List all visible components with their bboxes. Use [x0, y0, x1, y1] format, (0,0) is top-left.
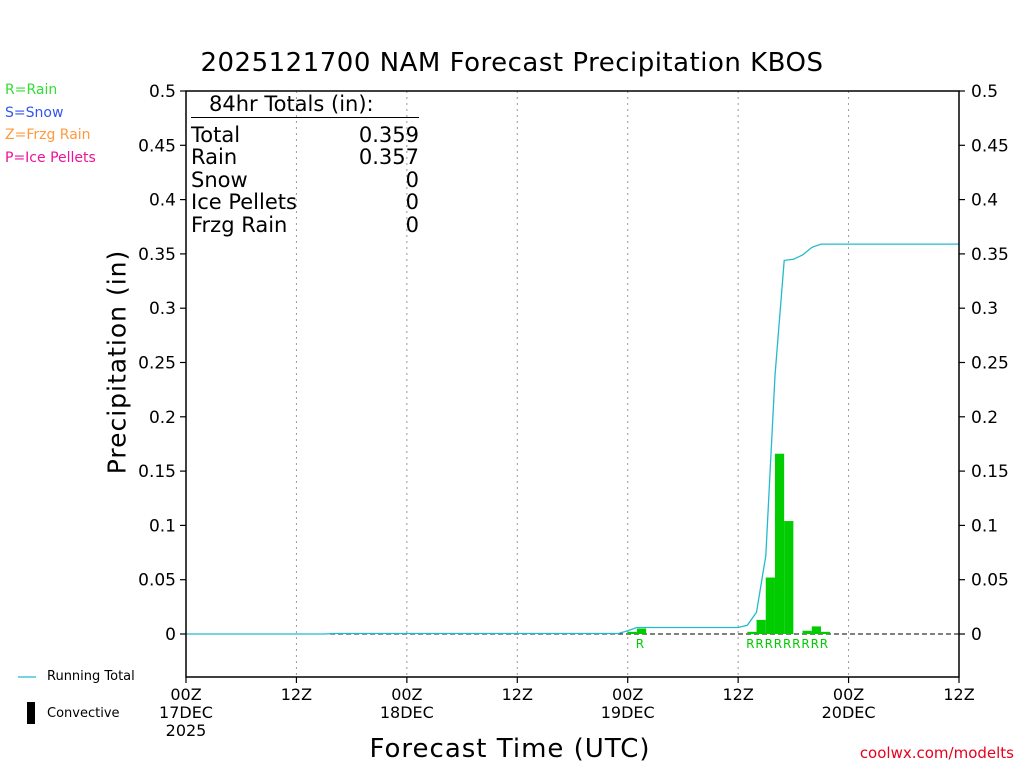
- bottom-legend-swatches: [18, 676, 36, 724]
- totals-row: Frzg Rain 0: [191, 214, 419, 237]
- y-tick-label-right: 0: [971, 625, 982, 645]
- totals-row-value: 0: [405, 212, 419, 237]
- y-tick-label-left: 0.4: [149, 191, 176, 211]
- y-tick-label-right: 0.1: [971, 516, 998, 536]
- y-tick-label-left: 0.35: [138, 245, 176, 265]
- x-tick-label: 17DEC: [159, 703, 213, 722]
- precip-bar: [811, 626, 821, 634]
- chart-title: 2025121700 NAM Forecast Precipitation KB…: [200, 48, 824, 78]
- y-tick-label-right: 0.3: [971, 299, 998, 319]
- y-tick-label-left: 0.3: [149, 299, 176, 319]
- totals-row-label: Snow: [191, 167, 248, 192]
- y-tick-label-left: 0.15: [138, 462, 176, 482]
- precip-type-marker: R: [755, 637, 763, 651]
- y-tick-label-left: 0: [165, 625, 176, 645]
- legend-type-item: R=Rain: [5, 82, 58, 98]
- x-tick-label: 18DEC: [380, 703, 434, 722]
- totals-row-value: 0.359: [358, 122, 419, 147]
- y-tick-label-right: 0.05: [971, 571, 1009, 591]
- precip-bar: [820, 631, 831, 634]
- running-total-line: [186, 243, 959, 635]
- x-tick-label: 20DEC: [822, 703, 876, 722]
- precip-type-marker: R: [792, 637, 800, 651]
- x-tick-label: 12Z: [722, 685, 753, 704]
- grid-lines: [295, 91, 850, 677]
- totals-row: Ice Pellets 0: [191, 191, 419, 214]
- x-tick-label: 2025: [166, 721, 207, 740]
- y-tick-label-right: 0.15: [971, 462, 1009, 482]
- y-tick-label-left: 0.05: [138, 571, 176, 591]
- x-tick-label: 00Z: [833, 685, 864, 704]
- precip-type-marker: R: [820, 637, 828, 651]
- precip-type-marker: R: [801, 637, 809, 651]
- totals-row-label: Rain: [191, 145, 238, 170]
- precip-type-marker: R: [774, 637, 782, 651]
- precip-bar: [765, 577, 775, 634]
- y-tick-label-right: 0.2: [971, 408, 998, 428]
- precip-bar: [747, 631, 757, 634]
- totals-row: Rain 0.357: [191, 146, 419, 169]
- totals-underline: [191, 117, 419, 118]
- precip-type-marker: R: [765, 637, 773, 651]
- totals-row-label: Ice Pellets: [191, 190, 297, 215]
- y-tick-label-left: 0.45: [138, 136, 176, 156]
- y-tick-label-left: 0.2: [149, 408, 176, 428]
- running-total-legend-label: Running Total: [47, 669, 135, 684]
- y-tick-label-right: 0.25: [971, 354, 1009, 374]
- precip-bar: [636, 628, 647, 634]
- precip-type-marker: R: [636, 637, 644, 651]
- precip-type-marker: R: [811, 637, 819, 651]
- convective-legend-label: Convective: [47, 706, 120, 721]
- y-tick-label-right: 0.45: [971, 136, 1009, 156]
- totals-row-label: Frzg Rain: [191, 212, 288, 237]
- precip-type-marker: R: [783, 637, 791, 651]
- precip-type-marker: R: [746, 637, 754, 651]
- legend-type-item: S=Snow: [5, 104, 64, 121]
- totals-row-value: 0: [405, 190, 419, 215]
- precip-bar: [774, 453, 785, 634]
- y-ticks: 0.5 0.5 0.45 0.45 0.4 0.4 0.35 0.35 0.3 0.3 0.25 0.…: [138, 82, 1009, 645]
- plot-frame: [185, 90, 960, 678]
- y-tick-label-left: 0.25: [138, 354, 176, 374]
- precip-bar: [784, 521, 794, 634]
- running-total-layer: [186, 243, 959, 635]
- x-tick-label: 00Z: [170, 685, 201, 704]
- y-tick-label-right: 0.4: [971, 191, 998, 211]
- totals-row-label: Total: [191, 122, 241, 147]
- x-tick-label: 00Z: [612, 685, 643, 704]
- totals-rows: Total 0.359 Rain 0.357 Snow 0 Ice Pellets 0 Frzg…: [191, 122, 421, 237]
- x-tick-label: 19DEC: [601, 703, 655, 722]
- precip-bar: [756, 619, 766, 634]
- y-tick-label-left: 0.5: [149, 82, 176, 102]
- totals-box: 84hr Totals (in): Total 0.359 Rain 0.357 Sno…: [191, 93, 421, 237]
- totals-header: 84hr Totals (in):: [209, 92, 374, 116]
- legend-type-item: Z=Frzg Rain: [5, 127, 91, 143]
- convective-swatch: [27, 702, 35, 724]
- precip-bar: [802, 630, 812, 634]
- y-axis-title: Precipitation (in): [102, 249, 132, 475]
- totals-row-value: 0: [405, 167, 419, 192]
- credit-link[interactable]: coolwx.com/modelts: [859, 744, 1014, 762]
- y-tick-label-right: 0.35: [971, 245, 1009, 265]
- precip-bars: [627, 453, 831, 634]
- x-axis-title: Forecast Time (UTC): [369, 734, 651, 764]
- x-tick-label: 00Z: [391, 685, 422, 704]
- x-tick-label: 12Z: [943, 685, 974, 704]
- x-tick-label: 12Z: [281, 685, 312, 704]
- legend-type-item: P=Ice Pellets: [5, 149, 96, 166]
- totals-row-value: 0.357: [358, 145, 419, 170]
- precip-bar: [627, 631, 637, 634]
- y-tick-label-left: 0.1: [149, 516, 176, 536]
- totals-row: Snow 0: [191, 169, 419, 192]
- x-tick-label: 12Z: [502, 685, 533, 704]
- totals-row: Total 0.359: [191, 122, 419, 147]
- y-tick-label-right: 0.5: [971, 82, 998, 102]
